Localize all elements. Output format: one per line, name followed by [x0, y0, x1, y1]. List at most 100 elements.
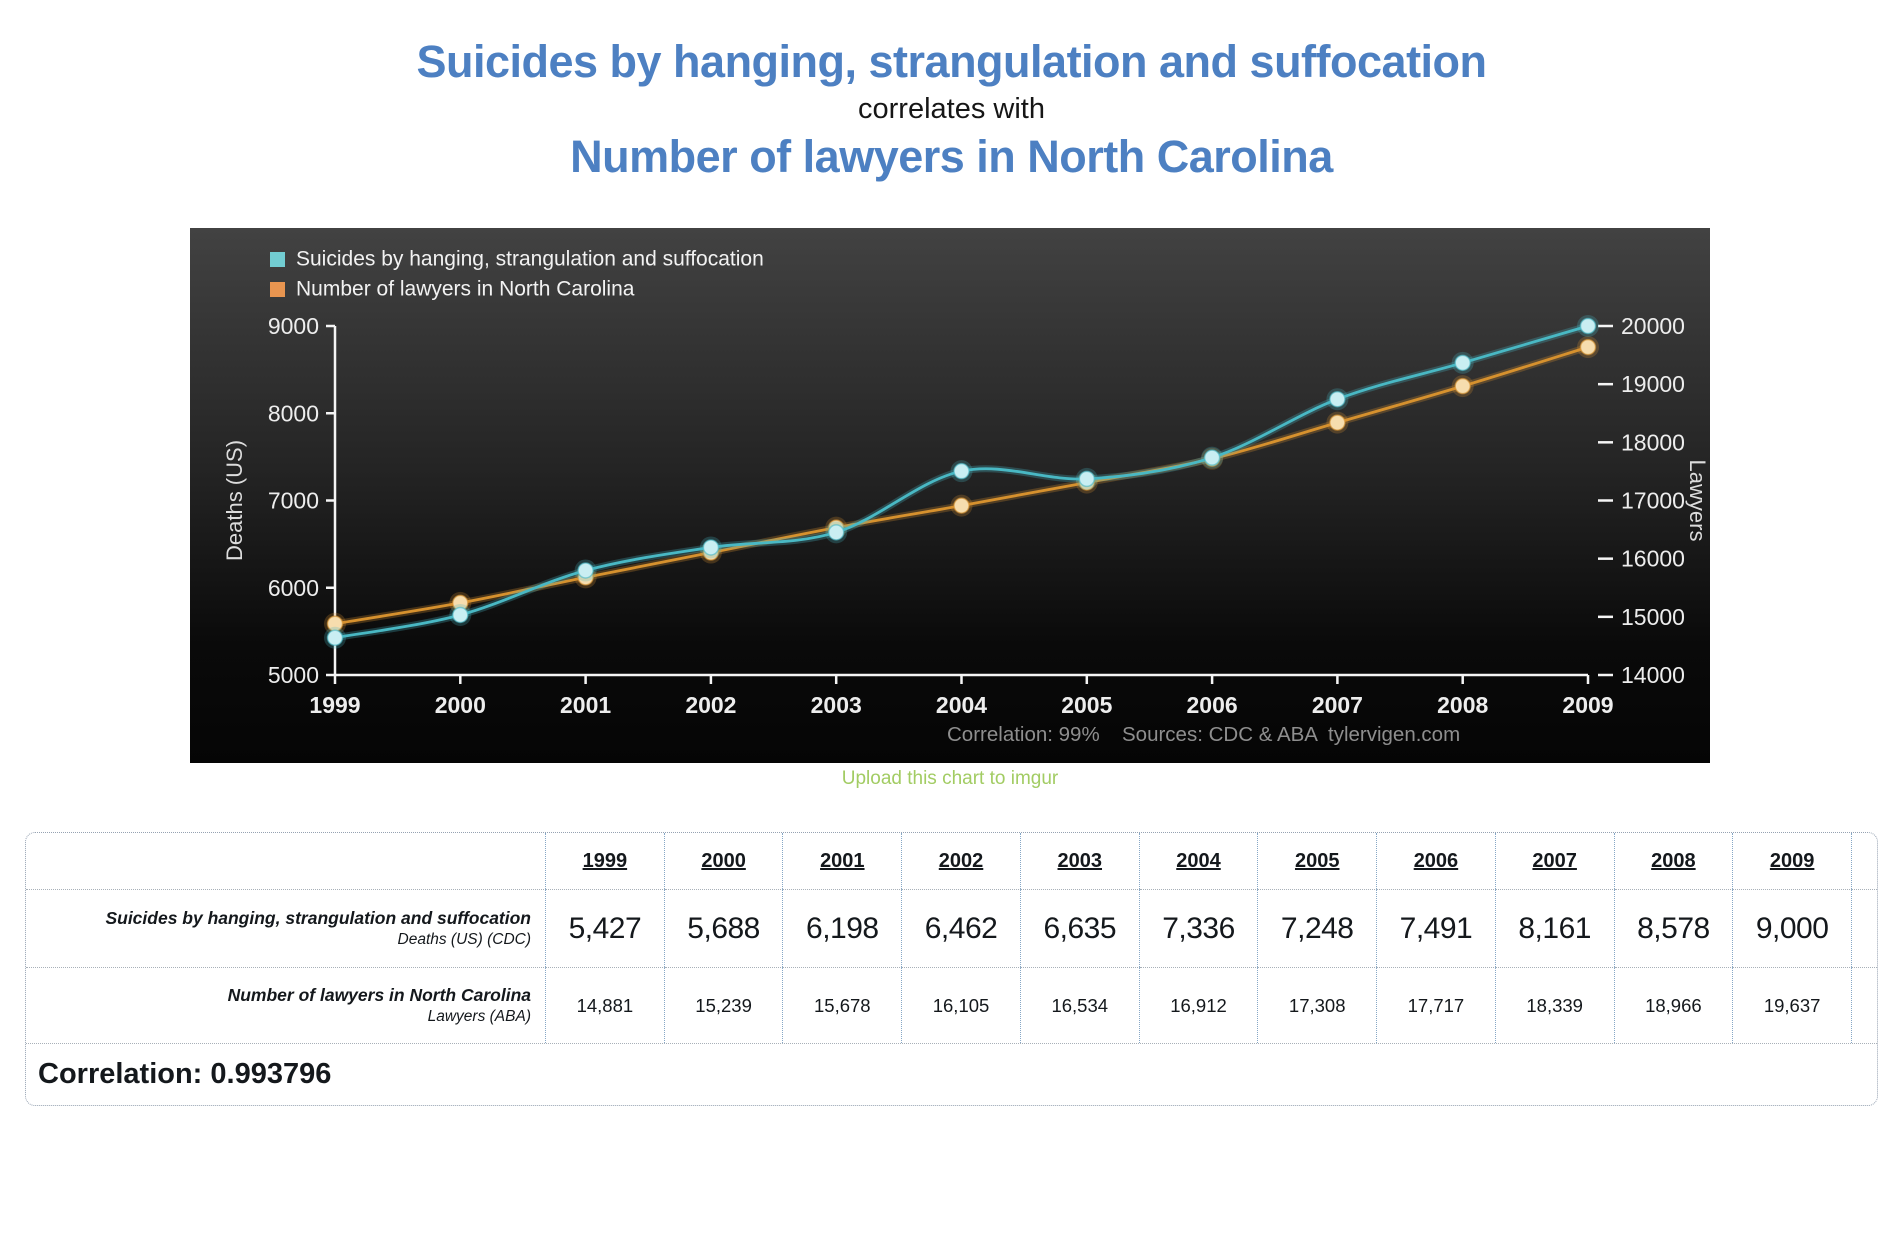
x-axis-tick-label: 2004 — [936, 692, 987, 718]
table-value: 5,688 — [664, 889, 784, 968]
table-value: 5,427 — [546, 889, 665, 968]
year-header[interactable]: 2008 — [1615, 833, 1734, 890]
right-axis-tick-label: 17000 — [1621, 488, 1685, 514]
table-value: 16,912 — [1139, 967, 1259, 1044]
title-connector: correlates with — [858, 92, 1045, 125]
data-point — [1203, 449, 1221, 467]
data-point — [702, 539, 720, 556]
right-axis-tick-label: 14000 — [1621, 662, 1685, 688]
correlation-chart: 5000 6000 7000 8000 9000 14000 15000 16000 17000… — [190, 228, 1710, 764]
year-header[interactable]: 2000 — [665, 833, 784, 890]
table-value: 6,198 — [783, 889, 903, 968]
table-spacer-cell — [1851, 889, 1877, 967]
left-axis-tick-label: 6000 — [268, 575, 319, 601]
row-label-source: Deaths (US) (CDC) — [397, 931, 531, 949]
table-value: 9,000 — [1733, 889, 1852, 968]
table-value: 6,635 — [1020, 889, 1140, 968]
row-label-source: Lawyers (ABA) — [427, 1008, 531, 1026]
left-axis-title: Deaths (US) — [222, 440, 247, 561]
right-axis-tick-label: 18000 — [1621, 430, 1685, 456]
row-label-name: Number of lawyers in North Carolina — [227, 985, 531, 1006]
data-point — [326, 629, 344, 647]
data-table: 1999 2000 2001 2002 2003 2004 2005 2006 2007 2008… — [25, 832, 1878, 1107]
table-value: 15,239 — [664, 967, 784, 1044]
x-axis-tick-label: 2006 — [1187, 692, 1238, 718]
right-axis-title: Lawyers — [1685, 460, 1710, 542]
page-header: Suicides by hanging, strangulation and s… — [0, 0, 1903, 182]
table-value: 7,336 — [1139, 889, 1259, 968]
year-header[interactable]: 2006 — [1377, 833, 1496, 890]
year-header[interactable]: 2009 — [1733, 833, 1852, 890]
correlation-value: Correlation: 0.993796 — [26, 1043, 1877, 1105]
legend-swatch-suicides — [270, 252, 285, 268]
data-point — [1329, 391, 1346, 408]
data-point — [1329, 414, 1346, 432]
x-axis-tick-label: 1999 — [309, 692, 360, 718]
table-value: 7,248 — [1258, 889, 1378, 968]
title-variable-2: Number of lawyers in North Carolina — [570, 130, 1333, 182]
data-point — [953, 497, 970, 515]
legend-label: Number of lawyers in North Carolina — [296, 278, 635, 301]
x-axis-tick-label: 2005 — [1061, 692, 1112, 718]
year-header[interactable]: 2007 — [1496, 833, 1615, 890]
year-header[interactable]: 2005 — [1258, 833, 1378, 890]
right-axis-tick-label: 19000 — [1621, 371, 1685, 397]
left-axis-tick-label: 7000 — [268, 488, 319, 514]
chart-background — [190, 228, 1710, 764]
data-point — [1078, 470, 1096, 488]
right-axis-tick-label: 15000 — [1621, 604, 1685, 630]
x-axis-tick-label: 2000 — [435, 692, 486, 718]
table-value: 18,339 — [1495, 967, 1615, 1044]
table-value: 8,161 — [1495, 889, 1615, 968]
chart-site-text: tylervigen.com — [1328, 723, 1460, 746]
table-value: 16,105 — [902, 967, 1021, 1044]
title-variable-1: Suicides by hanging, strangulation and s… — [416, 36, 1487, 87]
year-header[interactable]: 2001 — [783, 833, 903, 890]
data-point — [1454, 378, 1471, 395]
data-point — [953, 463, 970, 480]
data-point — [1454, 354, 1471, 372]
row-label-name: Suicides by hanging, strangulation and s… — [105, 908, 531, 929]
right-axis-tick-label: 16000 — [1621, 546, 1685, 572]
right-axis-tick-label: 20000 — [1621, 313, 1685, 339]
x-axis-tick-label: 2003 — [811, 692, 862, 718]
table-value: 17,717 — [1377, 967, 1496, 1044]
year-header[interactable]: 1999 — [546, 833, 665, 890]
data-point — [452, 607, 469, 624]
table-value: 18,966 — [1614, 967, 1734, 1044]
table-corner-cell — [26, 833, 546, 890]
year-header[interactable]: 2004 — [1140, 833, 1259, 890]
table-value: 19,637 — [1733, 967, 1852, 1044]
table-value: 8,578 — [1614, 889, 1734, 968]
x-axis-tick-label: 2001 — [560, 692, 611, 718]
upload-link-row: Upload this chart to imgur — [190, 768, 1710, 790]
left-axis-tick-label: 5000 — [268, 662, 319, 688]
x-axis-tick-label: 2009 — [1562, 692, 1613, 718]
table-value: 14,881 — [546, 967, 665, 1044]
chart-sources-text: Sources: CDC & ABA — [1122, 723, 1318, 746]
table-value: 16,534 — [1020, 967, 1140, 1044]
x-axis-tick-label: 2002 — [685, 692, 736, 718]
row-label: Suicides by hanging, strangulation and s… — [26, 889, 546, 968]
table-value: 6,462 — [902, 889, 1021, 968]
legend-swatch-lawyers — [270, 282, 285, 298]
table-value: 7,491 — [1377, 889, 1496, 968]
table-value: 15,678 — [783, 967, 903, 1044]
year-header[interactable]: 2002 — [902, 833, 1021, 890]
table-spacer-cell — [1852, 833, 1877, 889]
table-spacer-cell — [1851, 967, 1877, 1043]
left-axis-tick-label: 8000 — [268, 401, 319, 427]
data-point — [1579, 339, 1597, 356]
left-axis-tick-label: 9000 — [268, 313, 319, 339]
chart-correlation-text: Correlation: 99% — [947, 723, 1100, 746]
data-point — [827, 524, 845, 541]
table-value: 17,308 — [1258, 967, 1378, 1044]
legend-label: Suicides by hanging, strangulation and s… — [296, 248, 764, 271]
data-point — [577, 562, 594, 580]
upload-to-imgur-link[interactable]: Upload this chart to imgur — [841, 768, 1059, 790]
row-label: Number of lawyers in North Carolina Lawye… — [26, 967, 546, 1044]
year-header[interactable]: 2003 — [1021, 833, 1140, 890]
data-point — [1579, 318, 1597, 335]
x-axis-tick-label: 2008 — [1437, 692, 1488, 718]
x-axis-tick-label: 2007 — [1312, 692, 1363, 718]
